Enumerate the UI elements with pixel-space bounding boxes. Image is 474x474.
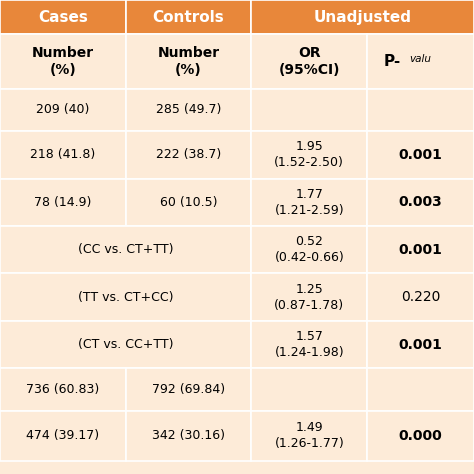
Text: 1.77
(1.21-2.59): 1.77 (1.21-2.59) [274,188,344,217]
Text: 0.52
(0.42-0.66): 0.52 (0.42-0.66) [274,235,344,264]
Text: (TT vs. CT+CC): (TT vs. CT+CC) [78,291,173,304]
Bar [0,34,126,89]
Bar [251,273,367,321]
Bar [0,273,251,321]
Text: (CC vs. CT+TT): (CC vs. CT+TT) [78,243,173,256]
Bar [126,89,251,131]
Bar [126,34,251,89]
Bar [251,179,367,226]
Text: (CC . CT+TT): (CC . CT+TT) [85,243,166,256]
Bar [367,273,474,321]
Text: P-: P- [383,54,401,69]
Text: 0.001: 0.001 [399,337,443,352]
Text: Number
(%): Number (%) [157,46,219,77]
Text: 78 (14.9): 78 (14.9) [34,196,91,209]
Text: 0.000: 0.000 [399,429,443,443]
Bar [251,368,367,411]
Text: 0.220: 0.220 [401,290,440,304]
Bar [0,131,126,179]
Bar [251,131,367,179]
Bar [367,321,474,368]
Bar [126,368,251,411]
Bar [367,411,474,461]
Bar [126,411,251,461]
Text: (CT vs. CC+TT): (CT vs. CC+TT) [78,338,173,351]
Bar [0,321,251,368]
Text: Number
(%): Number (%) [32,46,94,77]
Text: Unadjusted: Unadjusted [314,9,411,25]
Text: 60 (10.5): 60 (10.5) [160,196,217,209]
Bar [0,179,126,226]
Text: Cases: Cases [38,9,88,25]
Text: Controls: Controls [153,9,224,25]
Text: (TT . CT+CC): (TT . CT+CC) [85,291,166,304]
Text: 0.003: 0.003 [399,195,443,210]
Text: 474 (39.17): 474 (39.17) [26,429,100,442]
Bar [0,89,126,131]
Bar [126,131,251,179]
Bar [126,179,251,226]
Bar [126,0,251,34]
Text: 1.25
(0.87-1.78): 1.25 (0.87-1.78) [274,283,344,312]
Bar [0,226,251,273]
Bar [367,368,474,411]
Bar [367,131,474,179]
Bar [367,34,474,89]
Bar [367,179,474,226]
Text: 0.001: 0.001 [399,243,443,257]
Text: 218 (41.8): 218 (41.8) [30,148,95,162]
Text: 736 (60.83): 736 (60.83) [26,383,100,396]
Text: 285 (49.7): 285 (49.7) [156,103,221,117]
Bar [0,368,126,411]
Bar [0,0,126,34]
Text: 209 (40): 209 (40) [36,103,90,117]
Bar [367,89,474,131]
Text: 792 (69.84): 792 (69.84) [152,383,225,396]
Bar [251,226,367,273]
Text: (CT . CC+TT): (CT . CC+TT) [85,338,166,351]
Text: 1.95
(1.52-2.50): 1.95 (1.52-2.50) [274,140,344,170]
Bar [251,34,367,89]
Bar [251,321,367,368]
Bar [251,411,367,461]
Text: 0.001: 0.001 [399,148,443,162]
Bar [251,89,367,131]
Text: 222 (38.7): 222 (38.7) [156,148,221,162]
Bar [367,226,474,273]
Text: valu: valu [410,54,431,64]
Bar [251,0,474,34]
Text: 1.49
(1.26-1.77): 1.49 (1.26-1.77) [274,421,344,450]
Text: 342 (30.16): 342 (30.16) [152,429,225,442]
Text: OR
(95%CI): OR (95%CI) [279,46,340,77]
Bar [0,411,126,461]
Text: 1.57
(1.24-1.98): 1.57 (1.24-1.98) [274,330,344,359]
